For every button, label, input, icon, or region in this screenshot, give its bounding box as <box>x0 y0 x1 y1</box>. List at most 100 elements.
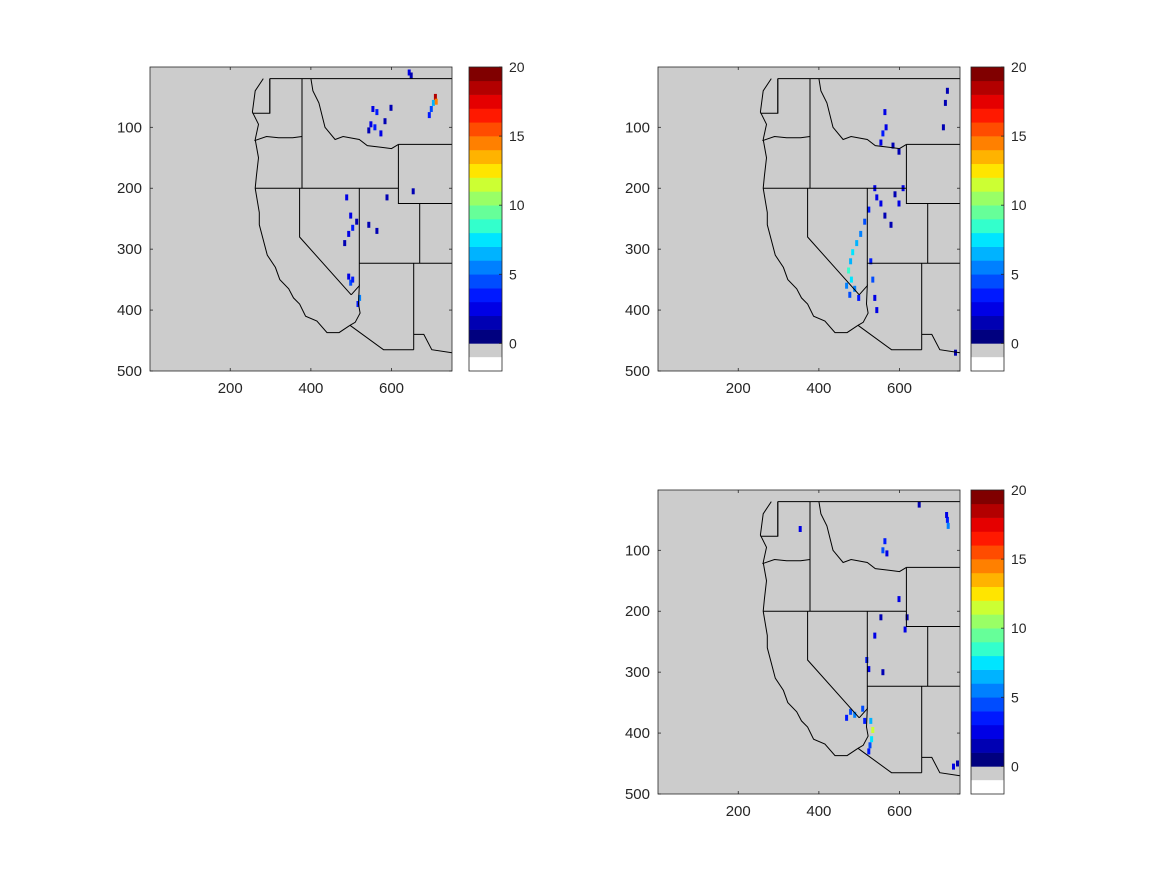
colorbar-tick-label: 0 <box>1011 335 1019 351</box>
colorbar-swatch <box>469 219 502 234</box>
colorbar-swatch <box>971 288 1004 303</box>
colorbar-swatch <box>971 614 1004 629</box>
colorbar-swatch <box>469 274 502 289</box>
colorbar-swatch <box>469 149 502 165</box>
colorbar-tick-label: 20 <box>1011 482 1027 498</box>
state-border <box>857 747 922 774</box>
colorbar-swatch <box>971 517 1004 532</box>
colorbar-swatch <box>971 559 1004 574</box>
state-border <box>413 333 452 354</box>
colorbar-swatch <box>971 329 1004 344</box>
map-content <box>251 69 452 354</box>
colorbar-tick-label: 10 <box>509 197 525 213</box>
y-tick-label: 300 <box>625 664 650 681</box>
y-tick-label: 300 <box>117 241 142 258</box>
data-cell <box>861 705 865 712</box>
data-cell <box>867 666 871 673</box>
y-tick-label: 400 <box>625 725 650 742</box>
colorbar-tick-label: 5 <box>1011 689 1019 705</box>
data-cell <box>351 276 355 283</box>
data-cell <box>433 93 437 100</box>
data-cell <box>883 109 887 116</box>
data-cell <box>941 124 945 131</box>
data-cell <box>881 130 885 137</box>
data-cell <box>897 148 901 155</box>
data-cell <box>845 282 849 289</box>
data-cell <box>385 194 389 201</box>
colorbar-swatch <box>469 80 502 95</box>
colorbar: 0 5 10 15 20 <box>468 59 525 372</box>
y-tick-label: 400 <box>625 302 650 319</box>
state-border <box>905 567 960 627</box>
colorbar-swatch <box>469 232 502 247</box>
y-tick-label: 400 <box>117 302 142 319</box>
colorbar-swatch <box>971 490 1004 505</box>
data-cell <box>873 294 877 301</box>
data-cell <box>849 708 853 715</box>
data-cell <box>845 714 849 721</box>
data-cell <box>863 717 867 724</box>
data-cell <box>891 142 895 149</box>
data-cell <box>347 230 351 237</box>
y-tick-label: 500 <box>625 786 650 803</box>
coastline <box>759 78 859 334</box>
data-cell <box>875 307 879 314</box>
data-cell <box>351 224 355 231</box>
colorbar-tick-label: 15 <box>1011 128 1027 144</box>
colorbar-swatch <box>971 219 1004 234</box>
data-cell <box>853 285 857 292</box>
colorbar-tick-label: 15 <box>1011 551 1027 567</box>
data-cell <box>952 763 955 770</box>
state-border <box>807 611 860 719</box>
data-cell <box>409 72 413 79</box>
colorbar-frame <box>970 489 1005 795</box>
colorbar-tick-label: 0 <box>1011 758 1019 774</box>
x-tick-label: 600 <box>887 803 912 820</box>
data-cell <box>851 249 855 256</box>
state-border <box>310 78 399 150</box>
data-cell <box>869 258 873 265</box>
map-background <box>658 490 960 794</box>
data-cell <box>869 717 873 724</box>
axes-frame <box>657 66 961 372</box>
colorbar-swatch <box>971 315 1004 330</box>
data-cell <box>873 632 877 639</box>
colorbar-swatch <box>971 572 1004 588</box>
data-cell <box>407 69 411 76</box>
state-border <box>857 324 922 351</box>
colorbar-frame <box>468 66 503 372</box>
data-cell <box>945 516 949 523</box>
data-cell <box>870 736 874 743</box>
colorbar-tick-label: 10 <box>1011 620 1027 636</box>
state-border <box>299 188 352 296</box>
colorbar-swatch <box>971 149 1004 165</box>
data-cell <box>879 139 883 146</box>
data-cell <box>867 748 871 755</box>
data-cell <box>885 550 889 557</box>
colorbar-swatch <box>469 343 502 358</box>
data-cell <box>798 526 802 532</box>
data-cell <box>905 614 909 621</box>
data-cell <box>855 240 859 247</box>
data-cell <box>945 87 949 94</box>
colorbar-swatch <box>971 301 1004 317</box>
colorbar-swatch <box>469 177 502 192</box>
map-content <box>759 78 960 356</box>
data-cell <box>349 279 353 286</box>
y-tick-label: 300 <box>625 241 650 258</box>
colorbar-tick-label: 10 <box>1011 197 1027 213</box>
data-cell <box>343 240 347 247</box>
data-cell <box>367 221 371 228</box>
axes-frame <box>149 66 453 372</box>
data-cell <box>849 258 853 265</box>
state-border <box>818 78 907 150</box>
data-cell <box>889 221 893 228</box>
data-cell <box>884 124 888 131</box>
data-cell <box>954 349 957 356</box>
colorbar-swatch <box>971 738 1004 753</box>
colorbar-swatch <box>469 246 502 261</box>
data-cell <box>897 200 901 207</box>
y-tick-label: 100 <box>625 542 650 559</box>
x-tick-label: 200 <box>726 803 751 820</box>
